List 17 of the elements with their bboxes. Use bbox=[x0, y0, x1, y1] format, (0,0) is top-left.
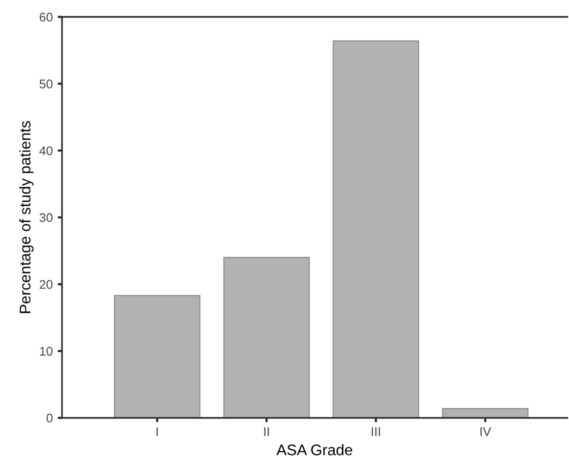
bar bbox=[223, 256, 310, 418]
y-axis-title: Percentage of study patients bbox=[19, 121, 34, 313]
bar bbox=[114, 295, 200, 418]
y-tick-label: 60 bbox=[40, 12, 53, 22]
y-tick-label: 30 bbox=[40, 213, 53, 222]
y-tick-label: 50 bbox=[40, 80, 53, 88]
bar bbox=[442, 408, 528, 418]
bar bbox=[332, 40, 420, 418]
x-tick-label: I bbox=[156, 427, 158, 436]
y-tick-label: 10 bbox=[40, 346, 53, 356]
y-tick-label: 20 bbox=[40, 280, 53, 289]
x-tick-label: IV bbox=[480, 427, 492, 436]
y-tick-label: 0 bbox=[46, 414, 53, 423]
x-tick-label: III bbox=[372, 427, 380, 436]
y-tick-label: 40 bbox=[39, 146, 53, 156]
x-axis-title: ASA Grade bbox=[276, 444, 352, 456]
x-tick-label: II bbox=[264, 427, 269, 436]
